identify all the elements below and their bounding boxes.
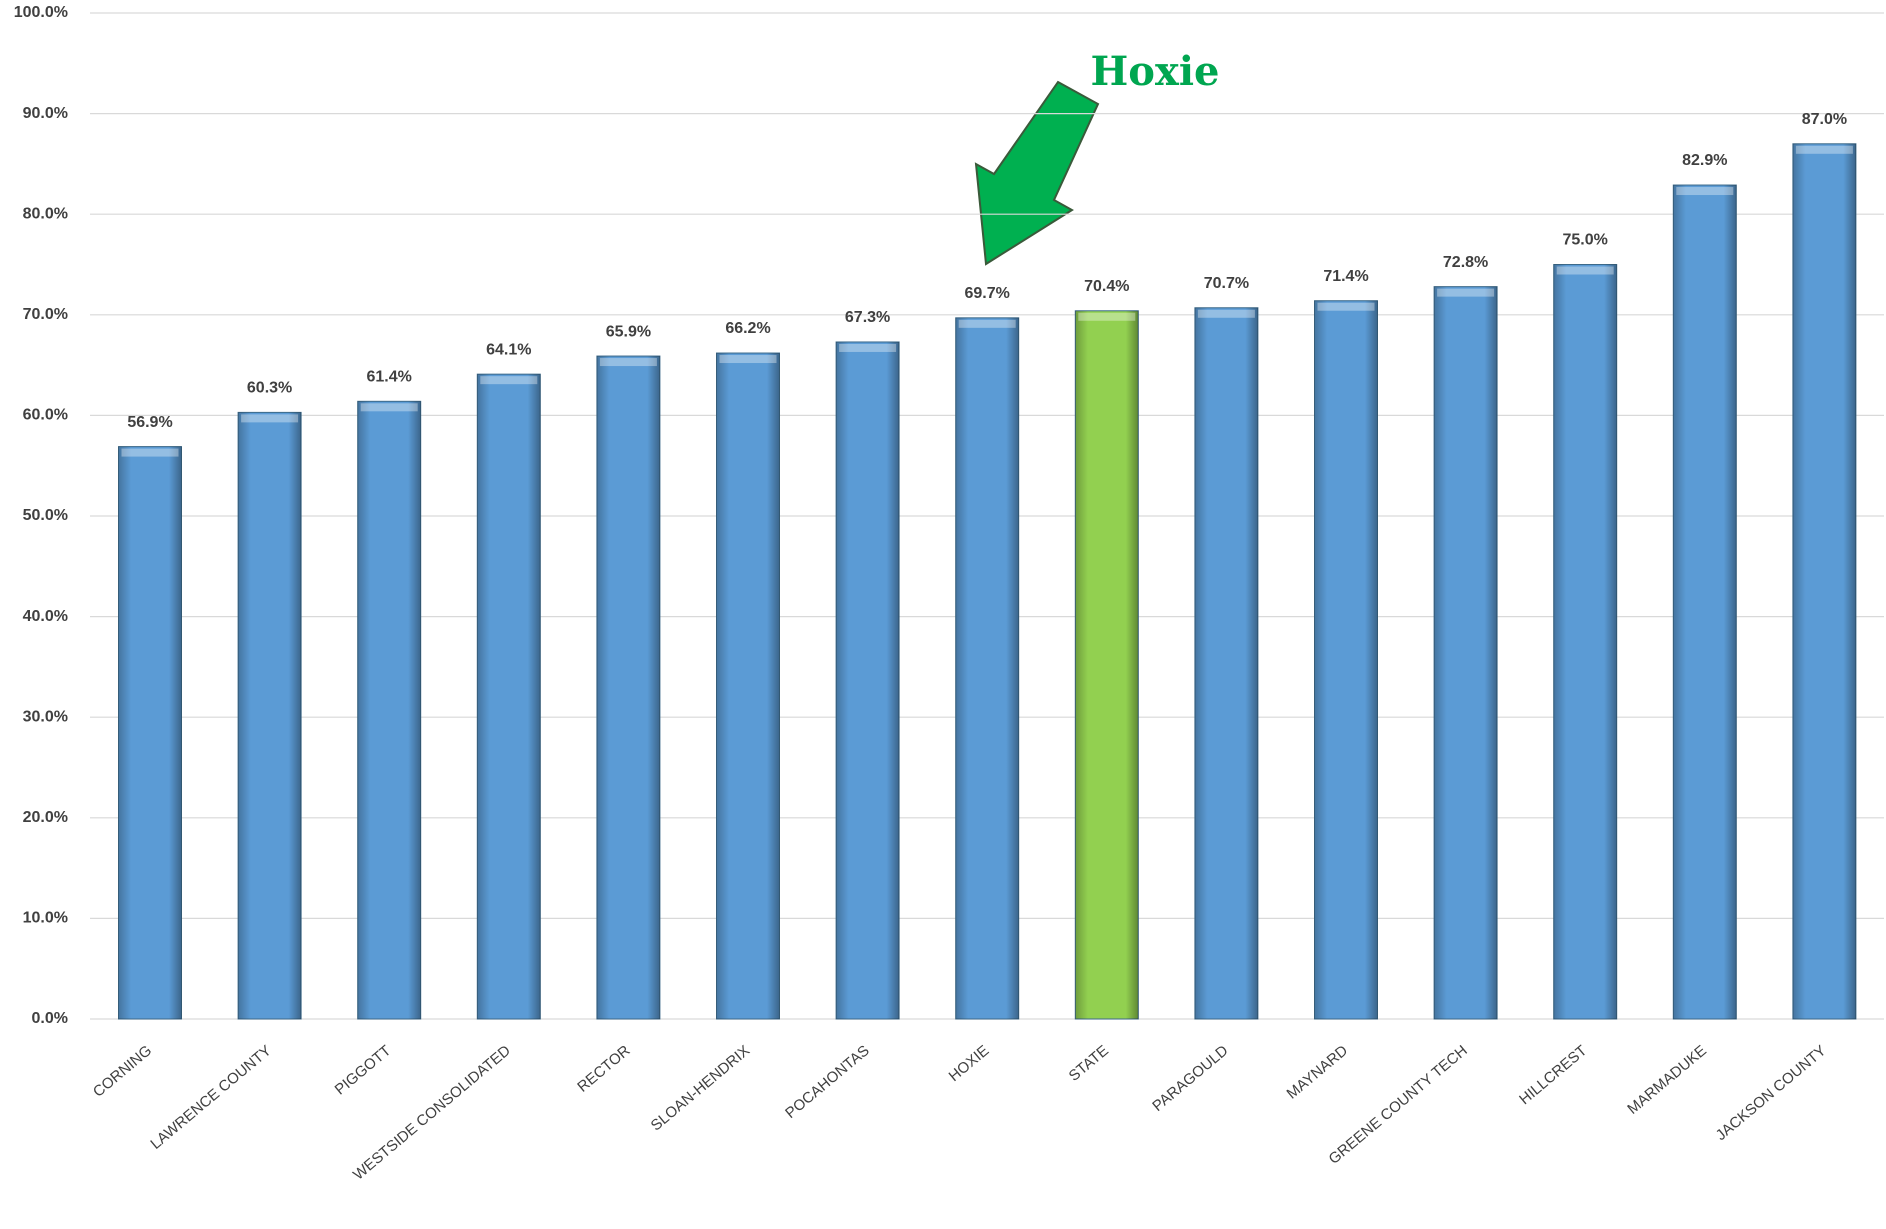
x-tick-label: GREENE COUNTY TECH [1325, 1042, 1470, 1168]
bar-cap [360, 403, 418, 412]
x-tick-label: JACKSON COUNTY [1713, 1042, 1830, 1144]
x-tick-label: MARMADUKE [1624, 1042, 1710, 1118]
data-label: 75.0% [1563, 232, 1608, 249]
x-tick-label: CORNING [90, 1042, 155, 1101]
bar-cap [599, 358, 657, 367]
bar-shade [118, 446, 182, 1019]
bar-shade [836, 341, 900, 1019]
y-tick-label: 40.0% [23, 608, 68, 625]
bar-cap [1078, 312, 1136, 321]
x-tick-label: PARAGOULD [1149, 1042, 1231, 1115]
bar-shade [1553, 264, 1617, 1019]
data-label: 66.2% [725, 320, 770, 337]
data-label: 71.4% [1323, 268, 1368, 285]
bar-shade [238, 412, 302, 1020]
bar-shade [357, 401, 421, 1019]
bar-cap [1676, 187, 1734, 196]
data-label: 67.3% [845, 309, 890, 326]
y-tick-label: 60.0% [23, 407, 68, 424]
bar-shade [1792, 143, 1856, 1019]
data-label: 87.0% [1802, 111, 1847, 128]
data-label: 64.1% [486, 341, 531, 358]
arrow [974, 80, 1100, 266]
y-tick-label: 0.0% [32, 1010, 68, 1027]
data-label: 60.3% [247, 380, 292, 397]
bar-shade [716, 353, 780, 1019]
bar-shade [1673, 185, 1737, 1019]
data-label: 82.9% [1682, 152, 1727, 169]
bar-cap [839, 343, 897, 352]
bar-shade [1434, 286, 1498, 1020]
data-label: 56.9% [127, 414, 172, 431]
bar-cap [719, 355, 777, 364]
bar-cap [1437, 288, 1495, 297]
y-tick-label: 20.0% [23, 809, 68, 826]
data-label: 65.9% [606, 323, 651, 340]
x-tick-label: LAWRENCE COUNTY [147, 1042, 274, 1153]
bar-cap [241, 414, 299, 423]
x-tick-label: RECTOR [574, 1042, 633, 1096]
bar-cap [121, 448, 179, 457]
x-tick-label: POCAHONTAS [782, 1042, 873, 1122]
data-label: 70.4% [1084, 278, 1129, 295]
bar-cap [1317, 302, 1375, 311]
bar-shade [1075, 310, 1139, 1019]
y-tick-label: 80.0% [23, 205, 68, 222]
bar-cap [1197, 309, 1255, 318]
y-tick-label: 50.0% [23, 507, 68, 524]
y-tick-label: 70.0% [23, 306, 68, 323]
bar-shade [1314, 300, 1378, 1019]
x-tick-label: MAYNARD [1284, 1042, 1352, 1103]
x-tick-label: HILLCREST [1516, 1042, 1590, 1108]
y-tick-label: 10.0% [23, 910, 68, 927]
bar-shade [1194, 307, 1258, 1019]
x-tick-label: STATE [1066, 1042, 1112, 1085]
data-label: 61.4% [367, 369, 412, 386]
bar-cap [480, 376, 538, 385]
data-label: 70.7% [1204, 275, 1249, 292]
bar-cap [958, 319, 1016, 328]
bar-shade [596, 356, 660, 1019]
bar-cap [1556, 266, 1614, 275]
y-tick-label: 100.0% [14, 4, 68, 21]
annotation: Hoxie [1091, 48, 1220, 95]
bar-shade [477, 374, 541, 1019]
y-tick-label: 90.0% [23, 105, 68, 122]
x-tick-label: PIGGOTT [332, 1042, 395, 1098]
data-label: 72.8% [1443, 254, 1488, 271]
y-tick-label: 30.0% [23, 708, 68, 725]
x-tick-label: SLOAN-HENDRIX [648, 1042, 753, 1134]
x-tick-label: HOXIE [946, 1042, 993, 1085]
bar-shade [955, 317, 1019, 1019]
data-label: 69.7% [965, 285, 1010, 302]
bar-cap [1795, 145, 1853, 154]
